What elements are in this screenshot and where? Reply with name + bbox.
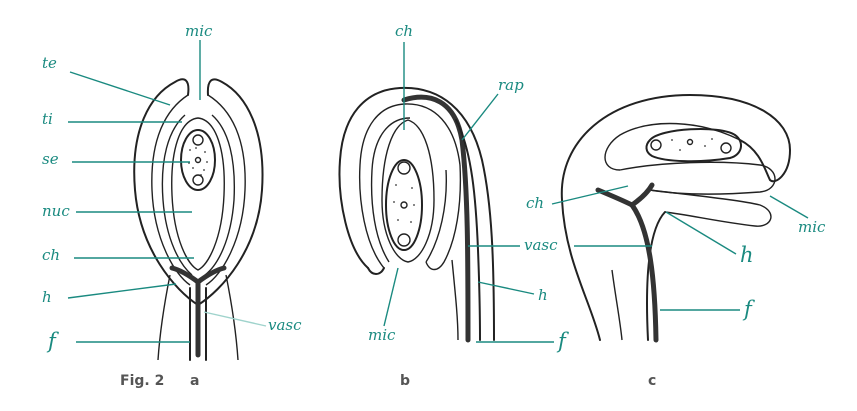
label-c-h: h xyxy=(740,243,754,267)
label-b-rap: rap xyxy=(498,76,524,94)
label-a-ch: ch xyxy=(42,246,60,264)
panel-a-drawing xyxy=(133,78,264,361)
label-b-h: h xyxy=(538,286,548,304)
label-c-f: f xyxy=(742,297,755,321)
panel-letter-c: c xyxy=(648,373,656,389)
label-b-ch: ch xyxy=(395,22,413,40)
label-a-te: te xyxy=(42,54,57,72)
label-b-vasc: vasc xyxy=(524,236,558,254)
panel-b-drawing xyxy=(338,86,495,343)
label-a-vasc: vasc xyxy=(268,316,302,334)
label-a-ti: ti xyxy=(42,110,53,128)
figure-caption: Fig. 2 xyxy=(120,373,164,389)
label-a-se: se xyxy=(42,150,59,168)
label-a-nuc: nuc xyxy=(42,202,70,220)
label-a-f: f xyxy=(46,329,59,353)
label-c-mic: mic xyxy=(798,218,826,236)
panel-letter-b: b xyxy=(400,373,410,389)
label-c-ch: ch xyxy=(526,194,544,212)
panel-letter-a: a xyxy=(190,373,199,389)
label-a-mic: mic xyxy=(185,22,213,40)
label-a-h: h xyxy=(42,288,52,306)
panel-c-drawing xyxy=(560,94,791,343)
label-b-mic: mic xyxy=(368,326,396,344)
label-b-f: f xyxy=(556,329,569,353)
